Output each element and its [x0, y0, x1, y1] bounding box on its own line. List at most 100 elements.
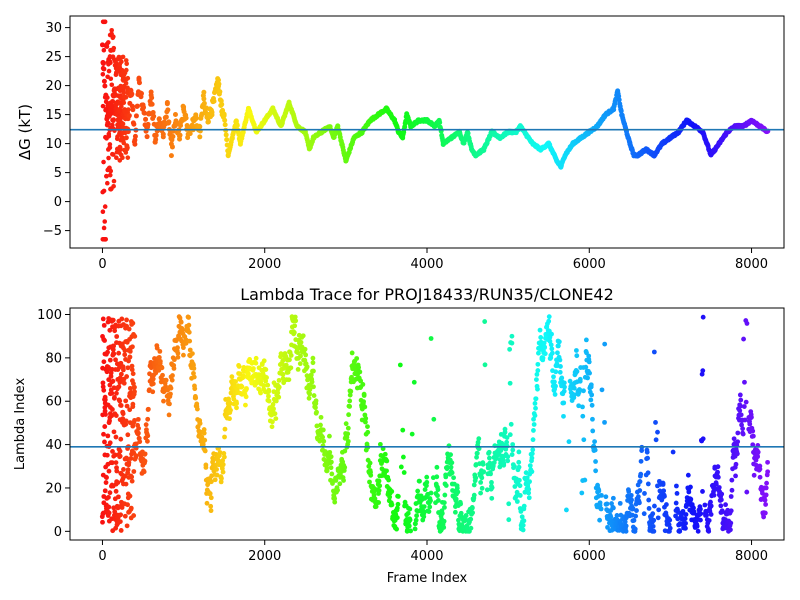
bottom-data-point	[743, 318, 749, 323]
bottom-data-point	[715, 464, 721, 470]
bottom-data-point	[682, 516, 688, 522]
bottom-data-point	[107, 357, 113, 363]
bottom-data-point	[443, 483, 449, 488]
bottom-data-point	[303, 352, 309, 358]
bottom-data-point	[130, 344, 135, 350]
bottom-data-point	[114, 334, 120, 339]
top-data-point	[132, 133, 138, 139]
bottom-data-point	[194, 406, 200, 412]
bottom-data-point	[632, 526, 638, 532]
bottom-data-point	[273, 398, 279, 404]
bottom-data-point	[505, 454, 511, 460]
bottom-data-point	[101, 387, 107, 393]
bottom-data-point	[614, 513, 620, 518]
bottom-data-point	[386, 477, 391, 483]
bottom-data-point	[394, 505, 400, 511]
bottom-data-point	[111, 351, 117, 357]
bottom-data-point	[389, 502, 395, 508]
bottom-data-point	[555, 350, 560, 356]
bottom-data-point	[288, 365, 294, 371]
bottom-data-point	[317, 438, 323, 444]
bottom-data-point	[175, 350, 181, 356]
top-data-point	[209, 112, 215, 118]
bottom-chart-title: Lambda Trace for PROJ18433/RUN35/CLONE42	[240, 285, 614, 304]
bottom-data-point	[100, 316, 106, 322]
bottom-data-point	[762, 510, 768, 516]
bottom-data-point	[478, 490, 484, 496]
bottom-data-point	[128, 505, 134, 511]
bottom-data-point	[561, 380, 567, 386]
bottom-data-point	[750, 442, 756, 448]
bottom-data-point	[435, 487, 441, 493]
bottom-data-point	[573, 348, 579, 353]
bottom-data-point	[261, 383, 267, 388]
bottom-data-point	[127, 385, 133, 391]
bottom-data-point	[455, 489, 461, 495]
top-scatter-series	[99, 19, 771, 242]
bottom-data-point	[332, 499, 338, 505]
bottom-data-point	[191, 366, 197, 371]
bottom-data-point	[107, 327, 113, 333]
bottom-data-point	[361, 393, 367, 398]
bottom-data-point	[541, 340, 547, 346]
top-data-point	[197, 134, 203, 140]
bottom-data-point	[542, 344, 548, 350]
bottom-data-point	[275, 390, 281, 396]
bottom-data-point	[107, 440, 113, 446]
bottom-data-point	[553, 369, 559, 375]
top-data-point	[100, 19, 106, 25]
bottom-data-point	[113, 357, 118, 363]
bottom-data-point	[154, 345, 160, 351]
bottom-y-tick-label: 40	[45, 438, 62, 453]
bottom-data-point	[306, 395, 312, 401]
bottom-data-point	[651, 349, 657, 355]
bottom-data-point	[118, 528, 124, 533]
bottom-data-point	[356, 365, 361, 370]
bottom-data-point	[428, 490, 434, 496]
bottom-data-point	[741, 404, 747, 409]
bottom-data-point	[308, 372, 314, 378]
bottom-data-point	[197, 421, 203, 426]
bottom-data-point	[509, 333, 515, 339]
bottom-data-point	[718, 497, 724, 503]
bottom-data-point	[739, 422, 744, 428]
bottom-data-point	[298, 339, 304, 345]
bottom-data-point	[341, 478, 346, 483]
bottom-data-point	[604, 501, 610, 507]
bottom-data-point	[219, 476, 224, 481]
bottom-data-point	[765, 469, 771, 475]
top-data-point	[141, 104, 147, 110]
bottom-data-point	[453, 496, 459, 502]
bottom-data-point	[150, 389, 156, 395]
bottom-data-point	[641, 511, 647, 517]
top-data-point	[101, 225, 107, 231]
bottom-data-point	[512, 484, 518, 489]
bottom-data-point	[122, 352, 128, 358]
top-data-point	[177, 136, 183, 142]
bottom-data-point	[116, 350, 122, 356]
bottom-data-point	[109, 460, 115, 466]
top-y-tick-label: −5	[43, 224, 62, 239]
bottom-data-point	[203, 465, 209, 470]
bottom-data-point	[102, 488, 108, 494]
bottom-data-point	[365, 424, 370, 430]
bottom-data-point	[131, 513, 137, 518]
bottom-y-ticks: 0 20 40 60 80 100	[37, 308, 70, 540]
bottom-data-point	[441, 518, 447, 524]
bottom-data-point	[412, 526, 418, 532]
bottom-data-point	[581, 365, 586, 370]
bottom-data-point	[761, 514, 767, 520]
bottom-data-point	[145, 406, 151, 412]
bottom-data-point	[597, 500, 603, 506]
bottom-data-point	[129, 367, 135, 373]
bottom-data-point	[199, 434, 205, 440]
bottom-data-point	[683, 512, 689, 517]
bottom-data-point	[357, 369, 363, 375]
top-data-point	[130, 107, 136, 113]
bottom-data-point	[635, 494, 641, 500]
bottom-data-point	[561, 388, 567, 394]
bottom-data-point	[241, 365, 247, 370]
bottom-data-point	[441, 525, 447, 530]
bottom-data-point	[130, 320, 136, 326]
bottom-data-point	[181, 345, 186, 351]
